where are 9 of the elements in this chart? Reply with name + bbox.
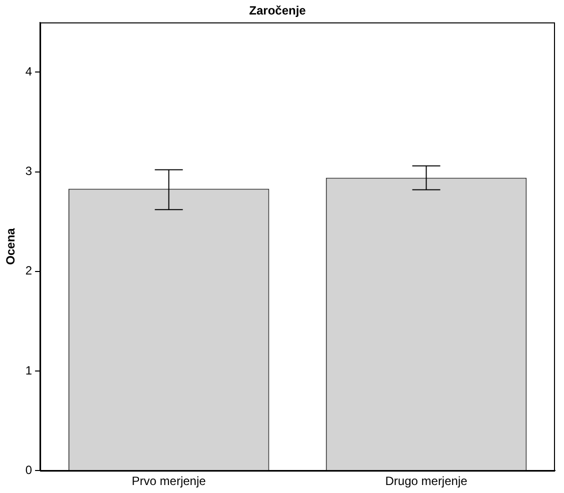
y-tick-label: 4	[25, 64, 32, 79]
x-tick-label: Prvo merjenje	[132, 474, 206, 488]
chart-title: Zaročenje	[249, 4, 306, 18]
y-tick-label: 2	[25, 264, 32, 278]
y-tick-label: 1	[25, 363, 32, 378]
y-tick-label: 3	[25, 164, 32, 178]
y-tick-label: 0	[25, 462, 32, 477]
x-tick-label: Drugo merjenje	[385, 474, 468, 488]
y-axis-title: Ocena	[4, 228, 18, 265]
